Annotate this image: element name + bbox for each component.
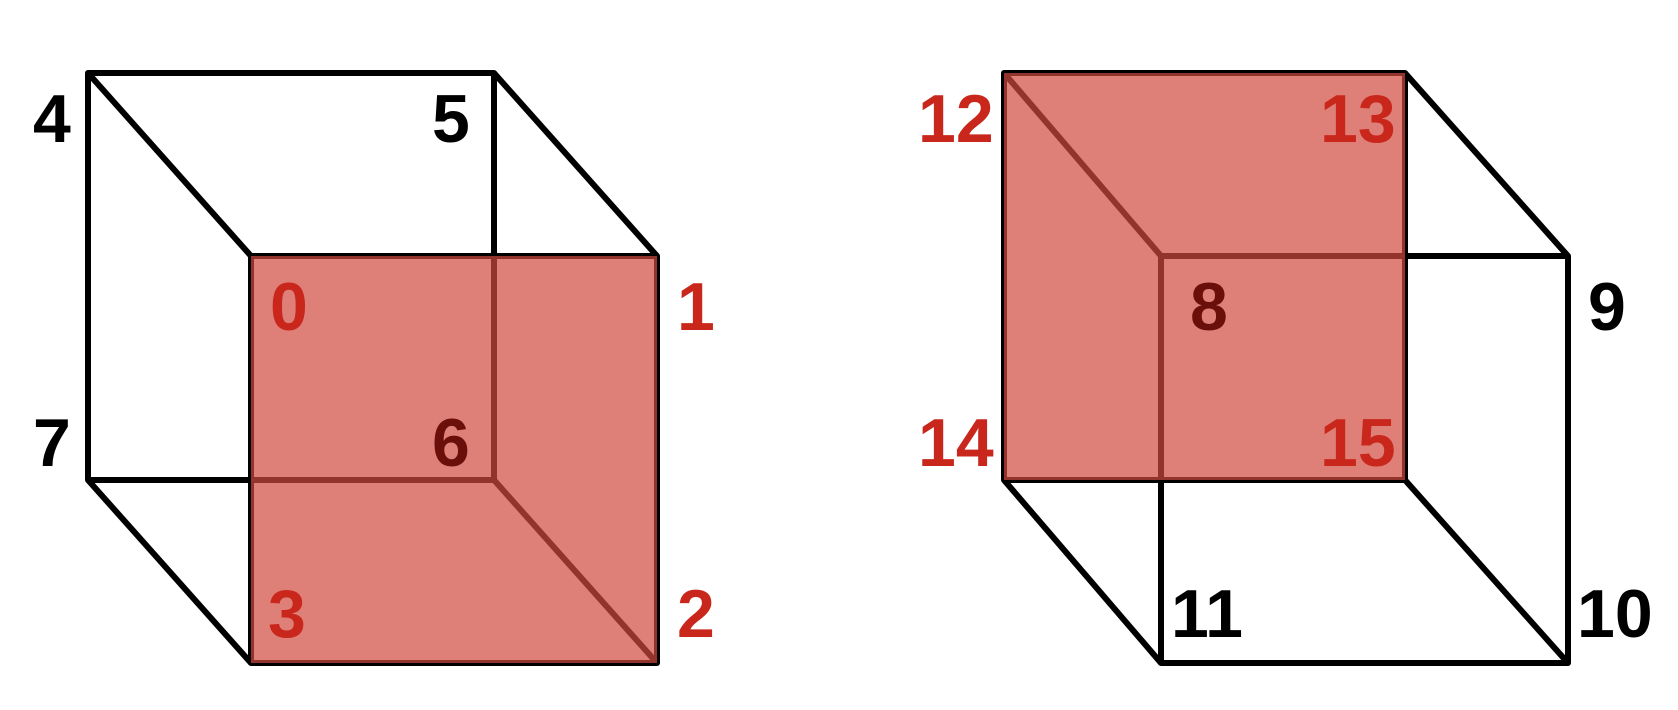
vertex-label-15: 15 [1320,405,1396,481]
vertex-label-2: 2 [677,576,715,652]
left-edge-7-3 [85,478,254,665]
vertex-label-10: 10 [1577,576,1653,652]
vertex-label-5: 5 [432,81,470,157]
vertex-label-9: 9 [1588,269,1626,345]
vertex-label-11: 11 [1171,576,1243,652]
vertex-label-7: 7 [33,405,71,481]
right-edge-13-9 [1402,71,1571,258]
vertex-label-13: 13 [1320,81,1396,157]
vertex-label-12: 12 [918,81,994,157]
vertex-label-8: 8 [1190,269,1228,345]
vertex-label-14: 14 [918,405,994,481]
right-highlighted-back-face [1004,73,1405,480]
right-cube: 8 9 10 11 12 13 14 15 [918,70,1653,666]
left-cube: 0 1 2 3 4 5 6 7 [33,70,715,666]
left-edge-4-0 [85,71,254,258]
right-edge-14-11 [1001,478,1164,665]
vertex-label-3: 3 [268,576,306,652]
right-edge-15-10 [1402,478,1571,665]
vertex-label-4: 4 [33,81,71,157]
vertex-label-1: 1 [677,269,715,345]
vertex-label-0: 0 [270,269,308,345]
left-highlighted-front-face [251,256,657,663]
vertex-label-6: 6 [432,405,470,481]
left-edge-5-1 [491,71,660,258]
